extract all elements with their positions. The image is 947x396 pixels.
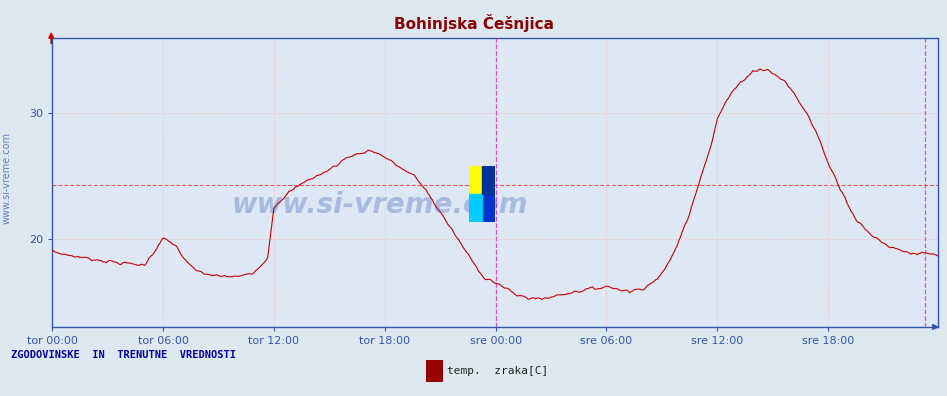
Bar (469, 194, 482, 222)
Bar (482, 194, 495, 222)
Bar (482, 166, 495, 194)
Text: Bohinjska Češnjica: Bohinjska Češnjica (394, 14, 553, 32)
Text: www.si-vreme.com: www.si-vreme.com (2, 132, 11, 224)
Text: www.si-vreme.com: www.si-vreme.com (231, 191, 527, 219)
Text: temp.  zraka[C]: temp. zraka[C] (447, 366, 548, 377)
Bar (469, 166, 482, 194)
Text: ZGODOVINSKE  IN  TRENUTNE  VREDNOSTI: ZGODOVINSKE IN TRENUTNE VREDNOSTI (11, 350, 237, 360)
